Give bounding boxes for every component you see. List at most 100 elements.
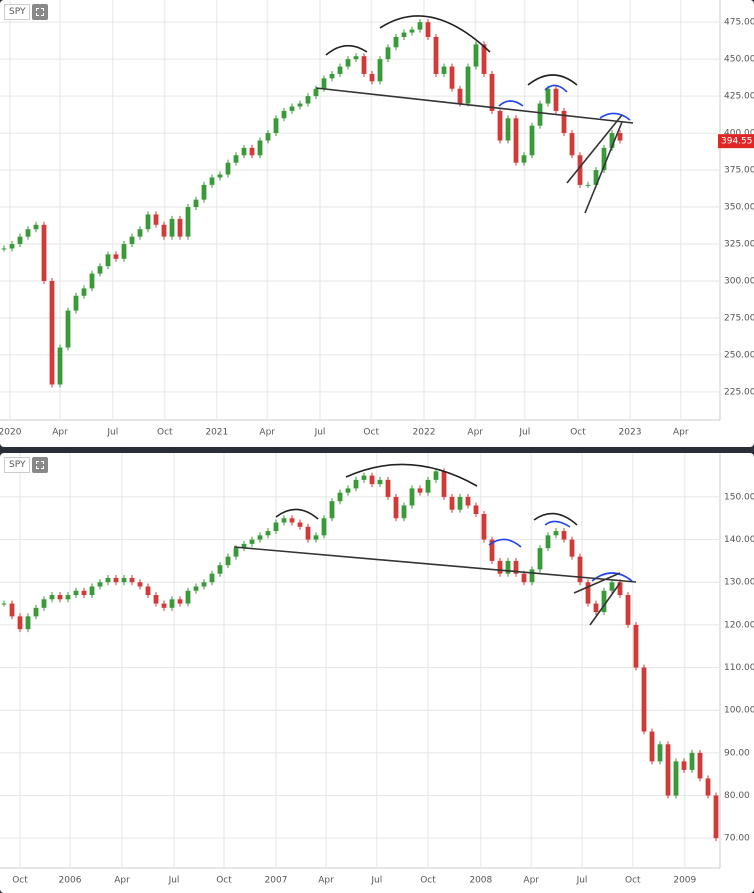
candle [25,229,31,237]
candle [609,133,615,148]
candle [705,778,711,796]
wedge-lines [573,572,621,626]
candle [249,147,255,156]
y-tick-label: 475.00 [724,18,754,28]
y-tick-label: 375.00 [724,166,754,176]
candle [433,36,439,74]
x-tick-label: 2009 [673,876,696,886]
wedge-lines [566,114,623,214]
candle [689,752,695,770]
candle [377,479,383,485]
candle [545,88,551,104]
candle [401,505,407,519]
candle [521,155,527,163]
arc-annotation [544,84,568,93]
candle [441,66,447,74]
arc-annotation [498,100,524,107]
x-tick-label: Apr [114,876,130,886]
y-tick-label: 300.00 [724,276,754,286]
candle [457,88,463,104]
candle [473,44,479,67]
candle [201,582,207,587]
candle [601,147,607,171]
candle [169,599,175,608]
candle [529,569,535,583]
chart-panel: Oct 2006 Apr Jul Oct 2007 Apr Jul Oct 2008 Apr Jul O… [0,453,754,893]
candle [121,244,127,259]
candle [497,110,503,141]
chart: Oct 2006 Apr Jul Oct 2007 Apr Jul Oct 2008 Apr Jul O… [0,453,754,886]
symbol: SPY [4,457,31,473]
x-tick-label: Jul [168,876,180,886]
candle [449,496,455,510]
x-tick-label: Apr [52,428,68,438]
x-tick-label: Apr [467,428,483,438]
candle [409,488,415,506]
candle [57,595,63,600]
candle [489,73,495,111]
candle [281,110,287,119]
y-tick-label: 425.00 [724,92,754,102]
candle [593,603,599,613]
candle [25,616,31,630]
candle [697,752,703,779]
x-tick-label: Apr [523,876,539,886]
x-tick-label: Oct [420,876,436,886]
fullscreen-icon[interactable] [32,457,49,473]
trend-line [233,546,637,583]
x-tick-label: Jul [370,876,382,886]
candle [441,471,447,497]
candle [161,224,167,237]
candle [193,586,199,591]
candle [345,488,351,493]
candle [17,616,23,630]
y-tick-label: 225.00 [724,387,754,397]
candle [529,125,535,156]
x-tick-label: Apr [673,428,689,438]
candle [233,548,239,557]
symbol-box[interactable]: SPY [4,457,49,473]
symbol-box[interactable]: SPY [4,4,49,20]
y-tick-label: 140.00 [724,535,754,545]
candle [497,560,503,574]
candle [305,526,311,540]
y-tick-label: 400.00 [724,129,754,139]
y-tick-label: 250.00 [724,350,754,360]
candle [329,73,335,79]
arc-annotation [599,112,631,121]
last-price-label: 394.55 [721,137,753,147]
x-tick-label: Oct [157,428,173,438]
candle [433,471,439,480]
candle [537,548,543,570]
fullscreen-icon[interactable] [32,4,49,20]
x-tick-label: 2020 [0,428,22,438]
candle [585,582,591,604]
candle [145,214,151,230]
candle [297,522,303,527]
candle [393,496,399,519]
candle [665,744,671,796]
candle [569,539,575,557]
candle [561,531,567,540]
x-tick-label: Oct [12,876,28,886]
candle [457,496,463,510]
candle [377,59,383,82]
candle [273,522,279,532]
candle [385,47,391,60]
trend-line [315,87,634,124]
candle [97,582,103,587]
candle [425,479,431,493]
candle [137,229,143,237]
candle [481,44,487,74]
candle [1,248,7,250]
candle [337,492,343,502]
candle [513,118,519,163]
y-tick-label: 100.00 [724,706,754,716]
candle [561,110,567,134]
x-tick-label: Jul [576,876,588,886]
candle [505,560,511,574]
y-tick-label: 150.00 [724,492,754,502]
candle [553,88,559,111]
candle [345,59,351,67]
